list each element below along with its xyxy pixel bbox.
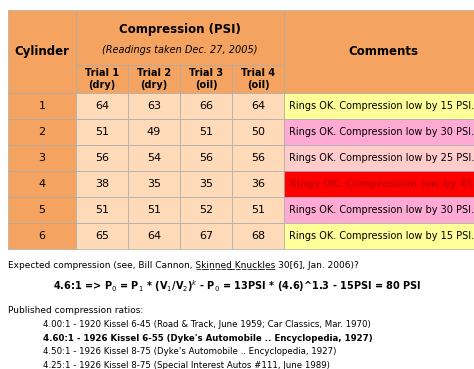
Bar [232, 93, 284, 119]
Bar [232, 197, 284, 223]
Text: 63: 63 [147, 101, 161, 111]
Text: 54: 54 [147, 153, 161, 163]
Text: Rings OK. Compression low by 15 PSI.: Rings OK. Compression low by 15 PSI. [289, 101, 474, 111]
Text: 51: 51 [251, 205, 265, 215]
Text: 66: 66 [199, 101, 213, 111]
Text: Rings OK. Compression low by 15 PSI.: Rings OK. Compression low by 15 PSI. [289, 231, 474, 241]
Bar [232, 119, 284, 145]
Text: (oil): (oil) [195, 80, 217, 90]
Text: 4.50:1 - 1926 Kissel 8-75 (Dyke's Automobile .. Encyclopedia, 1927): 4.50:1 - 1926 Kissel 8-75 (Dyke's Automo… [43, 347, 337, 356]
Text: 4.60:1 - 1926 Kissel 6-55 (Dyke's Automobile .. Encyclopedia, 1927): 4.60:1 - 1926 Kissel 6-55 (Dyke's Automo… [43, 334, 373, 343]
Bar [8, 171, 76, 197]
Text: 3: 3 [38, 153, 46, 163]
Text: Trial 3: Trial 3 [189, 68, 223, 78]
Bar [284, 145, 474, 171]
Bar [232, 65, 284, 93]
Text: 64: 64 [95, 101, 109, 111]
Text: 36: 36 [251, 179, 265, 189]
Text: Rings OK. Compression low by 30 PSI.: Rings OK. Compression low by 30 PSI. [289, 127, 474, 137]
Bar [284, 197, 474, 223]
Bar [128, 197, 180, 223]
Bar [76, 223, 128, 249]
Bar [180, 119, 232, 145]
Text: 49: 49 [147, 127, 161, 137]
Text: 67: 67 [199, 231, 213, 241]
Text: 50: 50 [251, 127, 265, 137]
Bar [180, 65, 232, 93]
Text: (dry): (dry) [88, 80, 116, 90]
Bar [8, 223, 76, 249]
Text: 56: 56 [95, 153, 109, 163]
Text: 51: 51 [95, 205, 109, 215]
Text: 5: 5 [38, 205, 46, 215]
Text: 35: 35 [147, 179, 161, 189]
Text: 56: 56 [199, 153, 213, 163]
Text: 56: 56 [251, 153, 265, 163]
Text: 6: 6 [38, 231, 46, 241]
Bar [128, 119, 180, 145]
Text: 65: 65 [95, 231, 109, 241]
Text: 51: 51 [147, 205, 161, 215]
Text: 35: 35 [199, 179, 213, 189]
Text: 64: 64 [147, 231, 161, 241]
Text: Comments: Comments [348, 45, 418, 58]
Bar [128, 93, 180, 119]
Bar [232, 223, 284, 249]
Text: 52: 52 [199, 205, 213, 215]
Bar [128, 223, 180, 249]
Text: 4.6:1 => P$_0$ = P$_1$ * (V$_1$/V$_2$)$^k$ - P$_0$ = 13PSI * (4.6)^1.3 - 15PSI =: 4.6:1 => P$_0$ = P$_1$ * (V$_1$/V$_2$)$^… [53, 279, 421, 294]
Bar [76, 65, 128, 93]
Bar [180, 145, 232, 171]
Text: 51: 51 [199, 127, 213, 137]
Text: Rings OK. Compression low by 25 PSI.: Rings OK. Compression low by 25 PSI. [289, 153, 474, 163]
Text: Cylinder: Cylinder [15, 45, 70, 58]
Bar [232, 171, 284, 197]
Bar [232, 145, 284, 171]
Text: Rings OK. Compression low by 30 PSI.: Rings OK. Compression low by 30 PSI. [289, 205, 474, 215]
Text: 4: 4 [38, 179, 46, 189]
Text: (dry): (dry) [140, 80, 168, 90]
Bar [180, 171, 232, 197]
Text: 4.00:1 - 1920 Kissel 6-45 (Road & Track, June 1959; Car Classics, Mar. 1970): 4.00:1 - 1920 Kissel 6-45 (Road & Track,… [43, 320, 371, 330]
Bar [8, 93, 76, 119]
Text: Published compression ratios:: Published compression ratios: [8, 306, 143, 314]
Bar [128, 171, 180, 197]
Bar [284, 10, 474, 93]
Bar [284, 223, 474, 249]
Bar [8, 10, 76, 93]
Bar [76, 93, 128, 119]
Bar [76, 171, 128, 197]
Text: Trial 2: Trial 2 [137, 68, 171, 78]
Text: (oil): (oil) [246, 80, 269, 90]
Bar [76, 197, 128, 223]
Bar [76, 119, 128, 145]
Bar [284, 119, 474, 145]
Text: 2: 2 [38, 127, 46, 137]
Bar [284, 171, 474, 197]
Text: Trial 1: Trial 1 [85, 68, 119, 78]
Text: 38: 38 [95, 179, 109, 189]
Text: 64: 64 [251, 101, 265, 111]
Text: 68: 68 [251, 231, 265, 241]
Bar [8, 145, 76, 171]
Text: Rings OK. Compression low by 45 PSI!: Rings OK. Compression low by 45 PSI! [289, 179, 474, 189]
Bar [76, 145, 128, 171]
Bar [128, 145, 180, 171]
Bar [128, 65, 180, 93]
Text: 1: 1 [38, 101, 46, 111]
Bar [8, 197, 76, 223]
Text: Expected compression (see, Bill Cannon, S̲k̲i̲n̲n̲e̲d̲ ̲K̲n̲u̲c̲k̲l̲e̲s̲ 30[6], : Expected compression (see, Bill Cannon, … [8, 261, 359, 270]
Text: Compression (PSI): Compression (PSI) [119, 23, 241, 36]
Text: (Readings taken Dec. 27, 2005): (Readings taken Dec. 27, 2005) [102, 45, 258, 55]
Bar [76, 10, 284, 65]
Bar [8, 119, 76, 145]
Bar [180, 197, 232, 223]
Bar [180, 93, 232, 119]
Text: Trial 4: Trial 4 [241, 68, 275, 78]
Text: 51: 51 [95, 127, 109, 137]
Bar [284, 93, 474, 119]
Bar [180, 223, 232, 249]
Text: 4.25:1 - 1926 Kissel 8-75 (Special Interest Autos #111, June 1989): 4.25:1 - 1926 Kissel 8-75 (Special Inter… [43, 361, 330, 369]
